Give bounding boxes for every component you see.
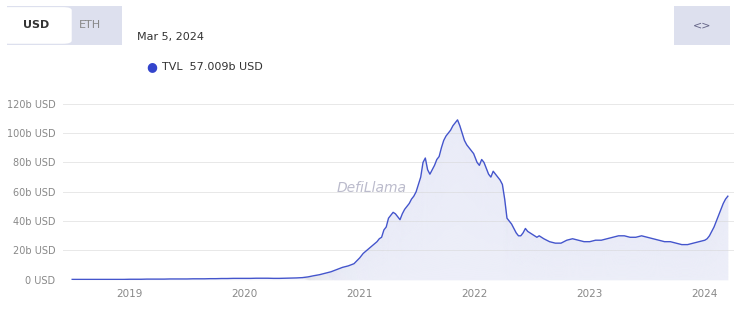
Text: TVL  57.009b USD: TVL 57.009b USD (162, 62, 262, 72)
FancyBboxPatch shape (0, 4, 135, 47)
Text: Mar 5, 2024: Mar 5, 2024 (137, 32, 204, 42)
Text: ●: ● (146, 60, 157, 73)
FancyBboxPatch shape (671, 4, 733, 46)
Text: USD: USD (23, 20, 49, 31)
Text: <>: <> (693, 20, 711, 31)
FancyBboxPatch shape (1, 7, 72, 44)
Text: DefiLlama: DefiLlama (336, 181, 407, 195)
Text: ETH: ETH (79, 20, 102, 31)
